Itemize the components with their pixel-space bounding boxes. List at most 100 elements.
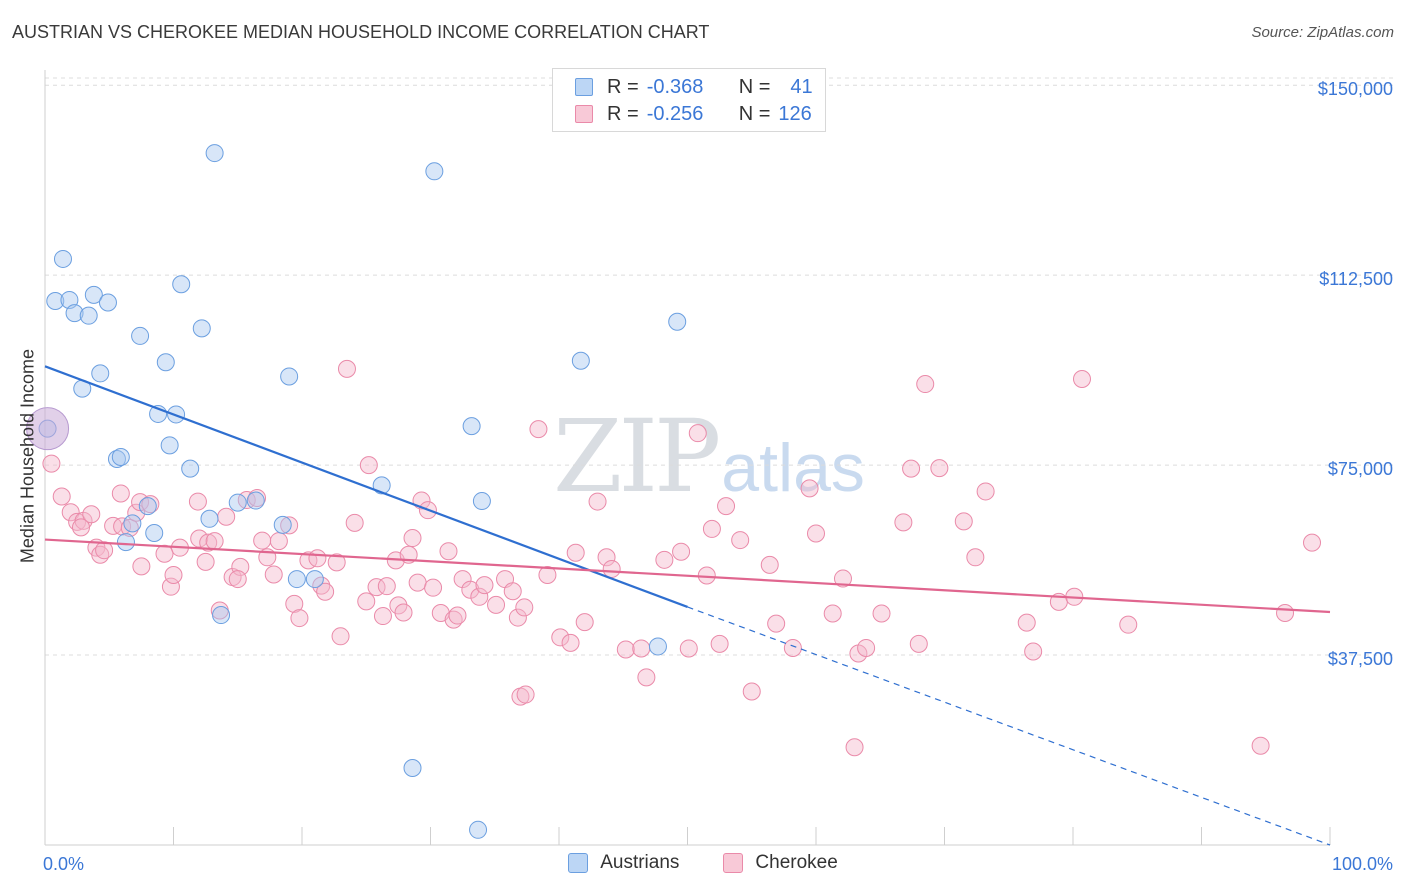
cherokee-point bbox=[290, 609, 309, 628]
legend-n-value: 41 bbox=[790, 75, 813, 98]
cherokee-point bbox=[710, 634, 729, 653]
cherokee-point bbox=[872, 604, 891, 623]
austrians-point bbox=[372, 476, 391, 495]
y-tick-label: $112,500 bbox=[1319, 269, 1393, 289]
austrians-point bbox=[172, 275, 191, 294]
cherokee-point bbox=[833, 569, 852, 588]
cherokee-point bbox=[188, 492, 207, 511]
cherokee-trend-line bbox=[44, 538, 1331, 614]
cherokee-point bbox=[783, 638, 802, 657]
cherokee-point bbox=[155, 544, 174, 563]
cherokee-point bbox=[1072, 369, 1091, 388]
austrians-point bbox=[462, 417, 481, 436]
cherokee-point bbox=[688, 424, 707, 443]
austrians-point bbox=[145, 523, 164, 542]
cherokee-point bbox=[95, 541, 114, 560]
cherokee-point bbox=[316, 582, 335, 601]
legend-n-label: N = bbox=[738, 102, 771, 125]
series-legend-austrians[interactable]: Austrians bbox=[568, 852, 679, 874]
cherokee-point bbox=[408, 573, 427, 592]
cherokee-point bbox=[845, 738, 864, 757]
cherokee-point bbox=[269, 532, 288, 551]
cherokee-point bbox=[71, 518, 90, 537]
legend-r-value: -0.368 bbox=[646, 75, 704, 98]
cherokee-point bbox=[508, 608, 527, 627]
cherokee-point bbox=[909, 634, 928, 653]
series-legend: Austrians Cherokee bbox=[0, 852, 1406, 874]
austrians-point bbox=[123, 514, 142, 533]
austrians-point bbox=[138, 497, 157, 516]
legend-swatch-cherokee bbox=[575, 105, 593, 123]
cherokee-point bbox=[930, 459, 949, 478]
austrians-trend-extension bbox=[687, 606, 1331, 846]
austrians-point bbox=[160, 436, 179, 455]
cherokee-point bbox=[403, 529, 422, 548]
points-layer bbox=[26, 144, 1322, 839]
austrians-point bbox=[84, 285, 103, 304]
cherokee-point bbox=[857, 638, 876, 657]
austrians-point bbox=[305, 570, 324, 589]
cherokee-point bbox=[966, 548, 985, 567]
cherokee-point bbox=[337, 359, 356, 378]
austrians-point bbox=[79, 306, 98, 325]
cherokee-point bbox=[717, 497, 736, 516]
cherokee-point bbox=[575, 613, 594, 632]
cherokee-point bbox=[503, 582, 522, 601]
cherokee-point bbox=[561, 633, 580, 652]
y-tick-label: $75,000 bbox=[1328, 459, 1393, 479]
source-label: Source: ZipAtlas.com bbox=[1251, 24, 1394, 41]
cherokee-point bbox=[529, 420, 548, 439]
legend-n-value: 126 bbox=[778, 102, 812, 125]
legend-n-label: N = bbox=[738, 75, 771, 98]
austrians-point bbox=[65, 304, 84, 323]
cherokee-point bbox=[453, 570, 472, 589]
cherokee-point bbox=[61, 503, 80, 522]
legend-r-label: R = bbox=[607, 75, 639, 98]
cherokee-point bbox=[823, 604, 842, 623]
austrians-point bbox=[648, 637, 667, 656]
cherokee-point bbox=[357, 592, 376, 611]
cherokee-swatch bbox=[723, 853, 744, 873]
legend-row-cherokee: R = -0.256 N = 126 bbox=[575, 102, 812, 126]
cherokee-point bbox=[800, 479, 819, 498]
y-tick-label: $37,500 bbox=[1328, 649, 1393, 669]
axis-layer bbox=[44, 70, 1331, 846]
cherokee-point bbox=[475, 576, 494, 595]
cherokee-point bbox=[1303, 533, 1322, 552]
cherokee-point bbox=[205, 532, 224, 551]
legend-row-austrians: R = -0.368 N = 41 bbox=[575, 75, 813, 99]
cherokee-point bbox=[655, 550, 674, 569]
austrians-point bbox=[425, 162, 444, 181]
cherokee-point bbox=[164, 566, 183, 585]
austrians-point bbox=[280, 367, 299, 386]
austrians-cluster-point bbox=[26, 407, 70, 451]
cherokee-point bbox=[1119, 615, 1138, 634]
austrians-swatch bbox=[568, 853, 589, 873]
cherokee-point bbox=[672, 542, 691, 561]
series-legend-cherokee[interactable]: Cherokee bbox=[723, 852, 838, 874]
cherokee-point bbox=[217, 507, 236, 526]
cherokee-point bbox=[461, 580, 480, 599]
x-tick-label-min: 0.0% bbox=[43, 854, 84, 874]
austrians-point bbox=[571, 351, 590, 370]
austrians-point bbox=[131, 326, 150, 345]
watermark-atlas: atlas bbox=[721, 430, 865, 506]
watermark-zip: ZIP bbox=[553, 398, 721, 515]
cherokee-point bbox=[597, 548, 616, 567]
cherokee-point bbox=[377, 577, 396, 596]
cherokee-point bbox=[807, 524, 825, 543]
cherokee-point bbox=[345, 513, 364, 532]
cherokee-point bbox=[264, 565, 283, 584]
austrians-point bbox=[192, 319, 211, 338]
tick-labels-layer: $37,500 $75,000 $112,500 $150,000 0.0% 100.0% bbox=[43, 79, 1393, 874]
cherokee-point bbox=[82, 505, 101, 524]
austrians-point bbox=[228, 493, 247, 512]
cherokee-point bbox=[308, 549, 327, 568]
austrians-point bbox=[205, 144, 224, 163]
austrians-point bbox=[668, 312, 687, 331]
cherokee-point bbox=[1251, 736, 1270, 755]
cherokee-point bbox=[551, 628, 570, 647]
cherokee-point bbox=[616, 640, 635, 659]
austrians-point bbox=[212, 606, 231, 625]
